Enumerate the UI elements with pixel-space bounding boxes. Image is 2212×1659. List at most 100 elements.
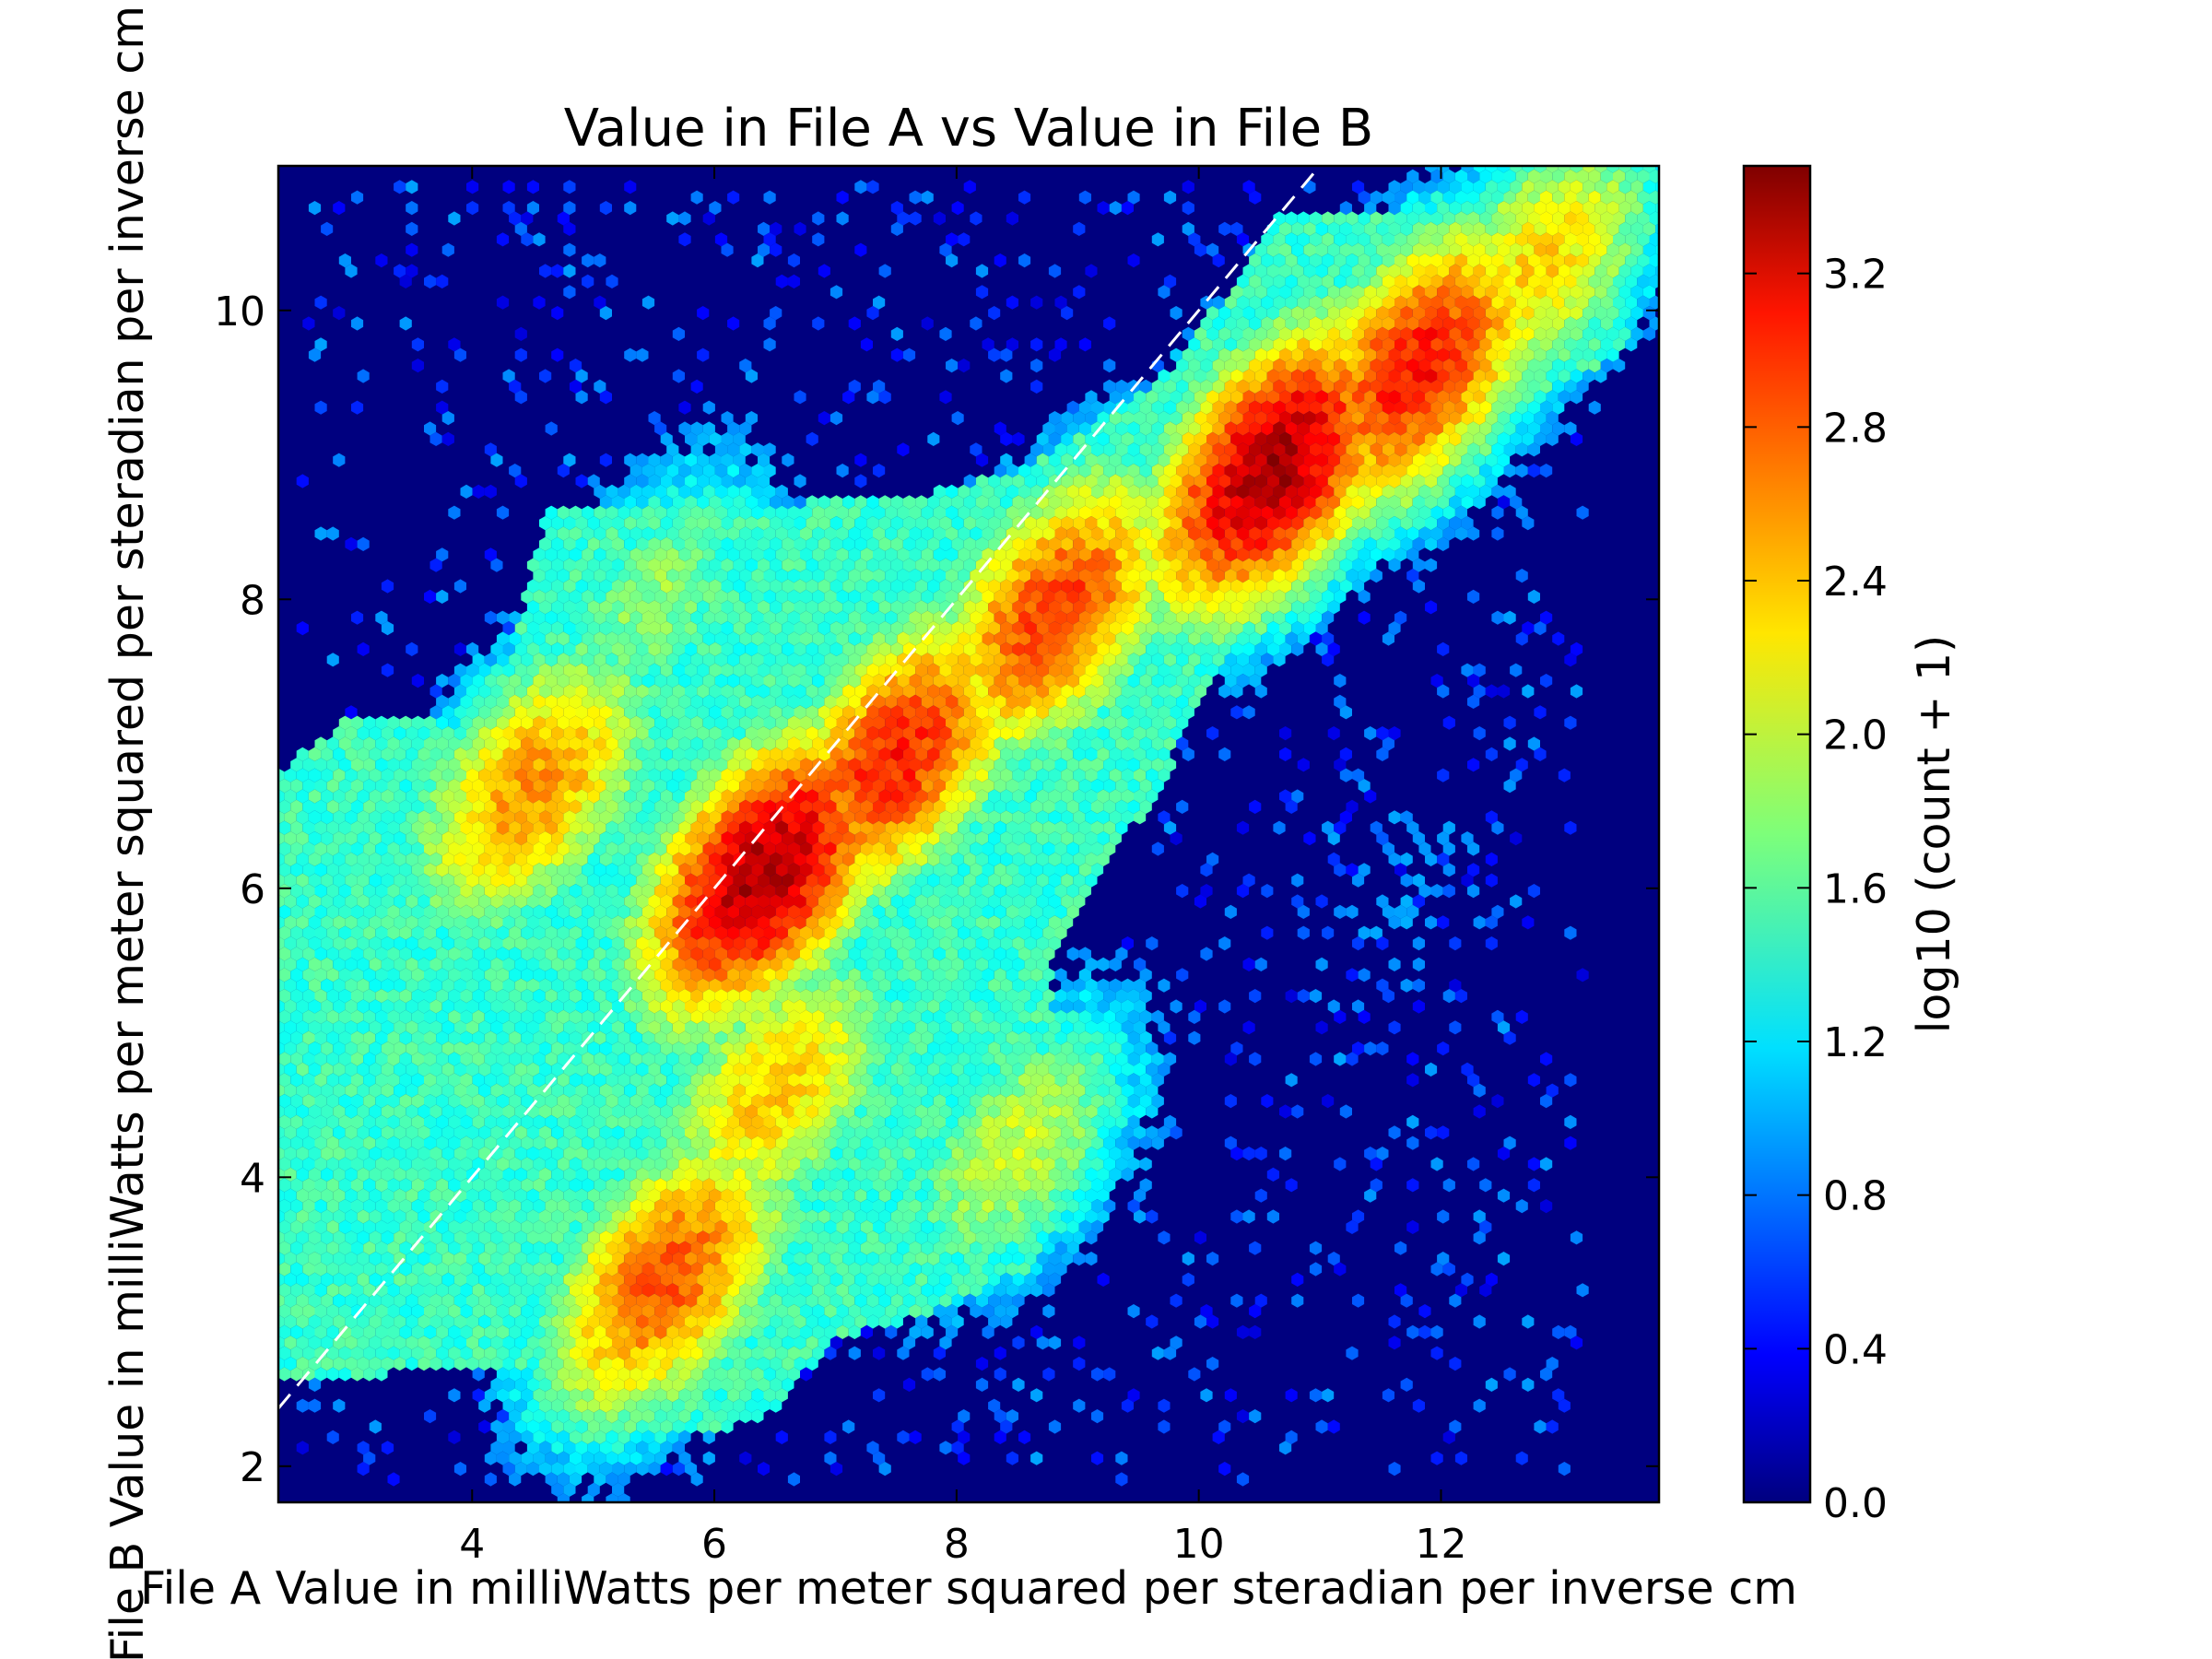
hexbin-cell-775 <box>1388 347 1401 362</box>
hexbin-cell-769 <box>1315 347 1328 362</box>
hexbin-cell-456 <box>1442 274 1455 288</box>
hexbin-cell-977 <box>1558 390 1571 405</box>
hexbin-cell-328 <box>1534 242 1547 257</box>
hexbin-cell-732 <box>1479 337 1492 352</box>
hexbin-cell-1050 <box>1254 411 1267 426</box>
hexbin-cell-1006 <box>1334 400 1347 415</box>
hexbin-cell-151 <box>1606 201 1619 216</box>
hexbin-cell-624 <box>1273 316 1286 331</box>
hexbin-cell-37 <box>1637 169 1650 183</box>
hexbin-cell-1059 <box>1364 411 1377 426</box>
hexbin-cell-180 <box>1394 211 1407 226</box>
hexbin-cell-88 <box>1249 190 1262 205</box>
hexbin-cell-185 <box>1454 211 1467 226</box>
hexbin-cell-651 <box>1600 316 1613 331</box>
hexbin-cell-699 <box>411 337 424 352</box>
hexbin-cell-783 <box>1485 347 1498 362</box>
hexbin-cell-343 <box>751 253 764 268</box>
hexbin-cell-1085 <box>1054 421 1067 436</box>
hexbin-cell-1060 <box>1376 411 1389 426</box>
hexbin-cell-701 <box>763 337 776 352</box>
hexbin-cell-605 <box>1618 306 1631 321</box>
hexbin-cell-140 <box>1473 201 1486 216</box>
hexbin-cell-863 <box>1364 369 1377 383</box>
hexbin-cell-1037 <box>1097 411 1110 426</box>
hexbin-cell-943 <box>1146 390 1159 405</box>
hexbin-cell-927 <box>1540 379 1553 394</box>
hexbin-cell-521 <box>1006 295 1018 310</box>
hexbin-cell-928 <box>1552 379 1565 394</box>
hexbin-cell-637 <box>1430 316 1443 331</box>
hexbin-cell-1022 <box>1527 400 1540 415</box>
hexbin-cell-128 <box>1109 201 1122 216</box>
hexbin-cell-967 <box>1437 390 1450 405</box>
hexbin-cell-753 <box>902 347 916 362</box>
hexbin-cell-661 <box>1206 326 1219 341</box>
hexbin-cell-932 <box>575 390 588 405</box>
hexbin-cell-256 <box>958 232 971 247</box>
hexbin-cell-647 <box>1552 316 1565 331</box>
hexbin-cell-828 <box>1491 359 1504 373</box>
hexbin-cell-429 <box>1642 264 1656 278</box>
hexbin-cell-341 <box>582 253 594 268</box>
hexbin-cell-495 <box>1412 285 1425 300</box>
hexbin-cell-468 <box>1588 274 1601 288</box>
hexbin-cell-705 <box>1030 337 1043 352</box>
hexbin-cell-538 <box>1370 295 1382 310</box>
hexbin-cell-184 <box>1442 211 1455 226</box>
hexbin-cell-349 <box>1212 253 1225 268</box>
hexbin-cell-109 <box>1600 190 1613 205</box>
hexbin-cell-1048 <box>1230 411 1243 426</box>
hexbin-cell-947 <box>1194 390 1206 405</box>
hexbin-cell-673 <box>1352 326 1365 341</box>
hexbin-cell-356 <box>1322 253 1335 268</box>
hexbin-cell-423 <box>1570 264 1583 278</box>
hexbin-cell-561 <box>1649 295 1659 310</box>
hexbin-cell-926 <box>1527 379 1540 394</box>
hexbin-cell-663 <box>1230 326 1243 341</box>
hexbin-cell-6 <box>1510 166 1523 173</box>
hexbin-cell-904 <box>1261 379 1274 394</box>
hexbin-cell-248 <box>496 232 510 247</box>
hexbin-cell-380 <box>1613 253 1626 268</box>
hexbin-cell-212 <box>1182 221 1194 236</box>
hexbin-cell-1033 <box>1048 411 1062 426</box>
hexbin-cell-28 <box>1527 169 1540 183</box>
hexbin-cell-420 <box>1534 264 1547 278</box>
hexbin-cell-223 <box>1364 221 1377 236</box>
hexbin-cell-737 <box>1540 337 1553 352</box>
hexbin-cell-833 <box>1552 359 1565 373</box>
hexbin-cell-383 <box>1649 253 1659 268</box>
hexbin-cell-596 <box>1510 306 1523 321</box>
hexbin-cell-886 <box>594 379 606 394</box>
hexbin-cell-197 <box>1600 211 1613 226</box>
hexbin-cell-825 <box>1454 359 1467 373</box>
hexbin-cell-339 <box>338 253 351 268</box>
hexbin-cell-1020 <box>1503 400 1516 415</box>
hexbin-cell-1057 <box>1339 411 1352 426</box>
hexbin-cell-236 <box>1522 221 1535 236</box>
hexbin-cell-731 <box>1467 337 1480 352</box>
hexbin-cell-752 <box>890 347 903 362</box>
hexbin-cell-739 <box>1564 337 1577 352</box>
hexbin-cell-227 <box>1412 221 1425 236</box>
hexbin-cell-137 <box>1437 201 1450 216</box>
hexbin-cell-111 <box>1625 190 1638 205</box>
hexbin-cell-262 <box>1285 232 1298 247</box>
hexbin-cell-359 <box>1358 253 1371 268</box>
hexbin-cell-51 <box>1242 180 1255 194</box>
hexbin-cell-532 <box>1297 295 1310 310</box>
hexbin-cell-253 <box>763 232 776 247</box>
hexbin-cell-72 <box>1606 180 1619 194</box>
hexbin-cell-36 <box>1625 169 1638 183</box>
hexbin-cell-894 <box>1139 379 1152 394</box>
hexbin-cell-768 <box>1303 347 1316 362</box>
hexbin-cell-334 <box>1606 242 1619 257</box>
hexbin-cell-379 <box>1600 253 1613 268</box>
hexbin-cell-518 <box>594 295 606 310</box>
hexbin-cell-898 <box>1188 379 1201 394</box>
hexbin-cell-566 <box>770 306 782 321</box>
hexbin-cell-389 <box>551 264 564 278</box>
hexbin-cell-326 <box>1510 242 1523 257</box>
hexbin-cell-827 <box>1479 359 1492 373</box>
